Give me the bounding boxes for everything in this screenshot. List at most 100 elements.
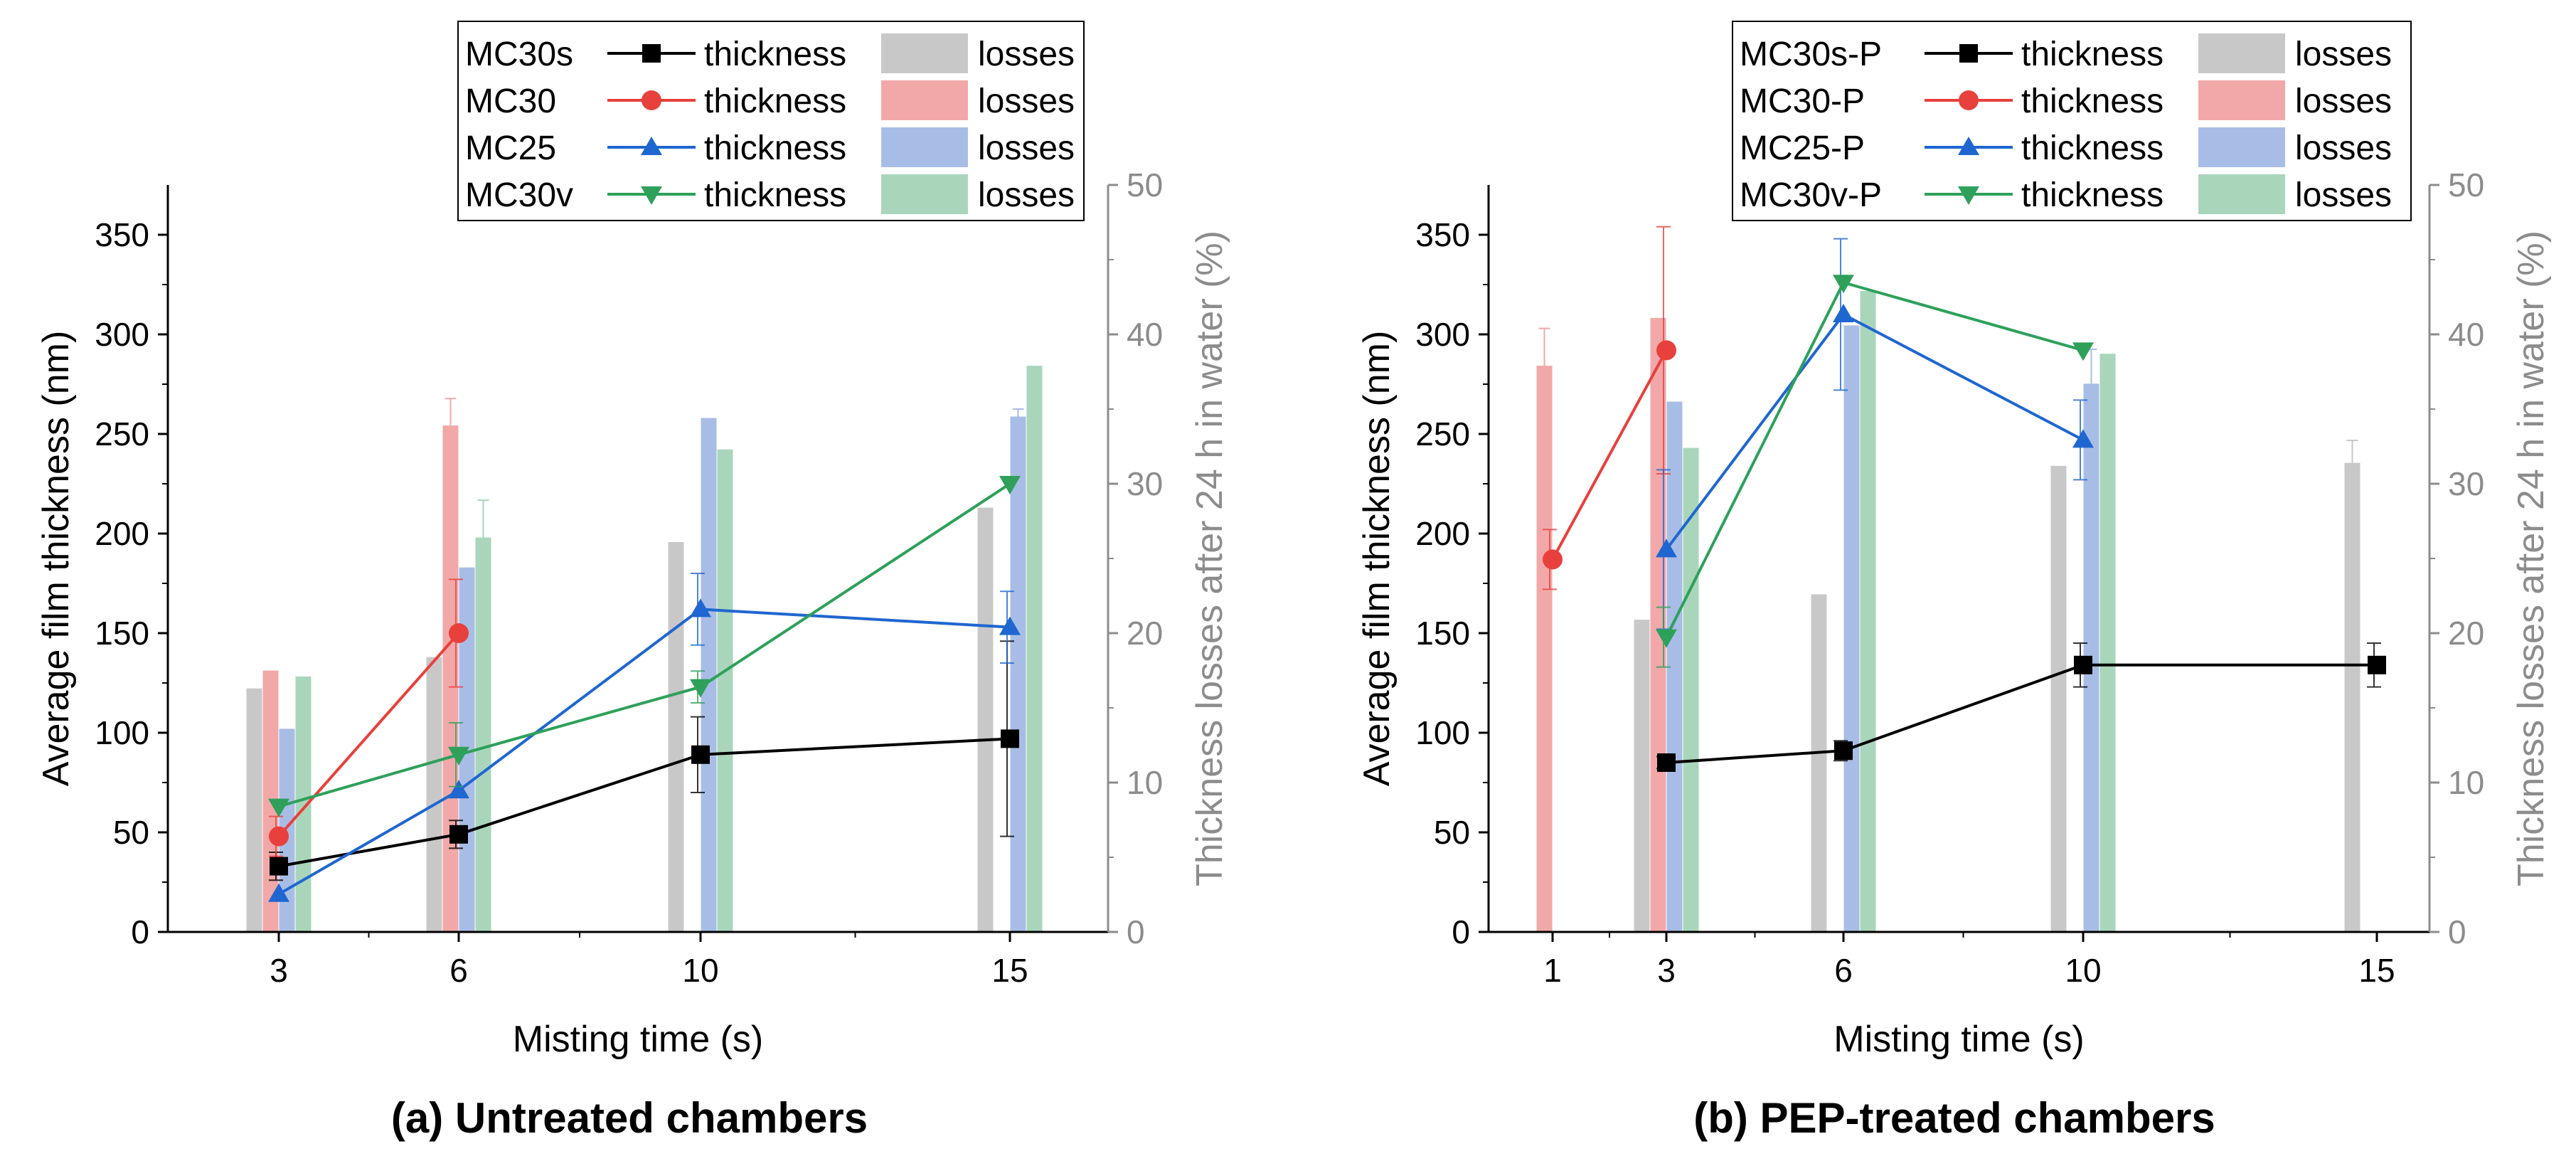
y-tick-label-0-350: 350 <box>95 216 149 253</box>
y-tick-label-0-250: 250 <box>95 415 149 452</box>
thickness-point-MC30v-P-10 <box>2072 342 2094 361</box>
y-tick-label-1-250: 250 <box>1415 415 1470 452</box>
thickness-point-MC25-6 <box>448 780 469 799</box>
thickness-point-MC30v-6 <box>448 746 469 765</box>
y-tick-label-1-300: 300 <box>1415 316 1470 353</box>
legend-marker-MC30-P <box>1959 90 1979 110</box>
chart-0: 0 50 100 150 200 250 300 350 0 10 20 30 40 50 3 6 10 15 Av… <box>36 21 1230 1142</box>
legend-losses-label-MC30v-P: losses <box>2295 176 2392 214</box>
legend-thickness-label-MC30v-P: thickness <box>2021 176 2163 214</box>
y-tick-label-0-0: 0 <box>131 913 149 950</box>
thickness-point-MC25-3 <box>268 883 289 902</box>
thickness-point-MC25-10 <box>690 598 711 618</box>
legend-thickness-label-MC30: thickness <box>704 83 846 120</box>
thickness-point-MC30v-10 <box>690 679 711 698</box>
losses-errorbar-MC25-15 <box>1012 408 1024 425</box>
thickness-line-MC30v <box>278 482 1011 808</box>
y-axis-title-0: Average film thickness (nm) <box>36 331 77 787</box>
losses-bar-MC30v-6 <box>475 537 491 932</box>
y2-tick-label-1-10: 10 <box>2448 764 2484 801</box>
y-tick-label-1-100: 100 <box>1415 714 1470 751</box>
losses-bar-MC25-10 <box>701 418 717 932</box>
thickness-line-MC30 <box>277 632 460 837</box>
thickness-point-MC30-P-1 <box>1543 549 1563 570</box>
chart-1: 0 50 100 150 200 250 300 350 0 10 20 30 40 50 1 3 6 10 15 A… <box>1356 21 2552 1142</box>
y-tick-label-1-350: 350 <box>1415 216 1470 253</box>
losses-bar-MC30-P-1 <box>1536 366 1553 932</box>
legend-name-MC30s: MC30s <box>465 36 573 73</box>
losses-bar-MC30v-P-10 <box>2099 354 2116 932</box>
losses-bar-MC30-P-3 <box>1650 317 1666 932</box>
legend-marker-MC30 <box>642 90 661 110</box>
losses-bar-MC30s-10 <box>668 541 684 932</box>
thickness-line-MC25 <box>278 608 1011 896</box>
y-tick-label-0-200: 200 <box>95 515 149 552</box>
legend-swatch-MC25 <box>881 127 968 167</box>
legend-name-MC30v-P: MC30v-P <box>1740 176 1882 214</box>
losses-bar-MC30s-P-10 <box>2050 465 2067 932</box>
losses-bar-MC30v-P-3 <box>1683 447 1699 932</box>
losses-bar-MC30s-P-15 <box>2344 462 2361 932</box>
losses-bar-MC30s-P-3 <box>1634 620 1650 932</box>
losses-bar-MC30s-3 <box>246 688 262 932</box>
legend-thickness-label-MC25-P: thickness <box>2021 129 2163 167</box>
legend-name-MC30: MC30 <box>465 83 556 120</box>
x-tick-label-1-1: 1 <box>1543 952 1562 989</box>
losses-bar-MC30v-10 <box>717 449 733 932</box>
thickness-point-MC30s-P-10 <box>2074 655 2092 674</box>
x-tick-label-0-6: 6 <box>449 952 468 989</box>
x-tick-label-0-15: 15 <box>991 952 1028 989</box>
legend-losses-label-MC30: losses <box>978 83 1075 120</box>
y-axis-title-1: Average film thickness (nm) <box>1356 331 1398 787</box>
thickness-point-MC30s-15 <box>1001 729 1019 748</box>
legend-name-MC30s-P: MC30s-P <box>1740 36 1882 73</box>
thickness-point-MC30-6 <box>449 623 469 643</box>
legend-swatch-MC30-P <box>2198 80 2285 120</box>
thickness-point-MC30v-15 <box>999 476 1021 494</box>
legend-marker-MC25-P <box>1958 137 1979 155</box>
losses-bar-MC30s-P-6 <box>1811 594 1827 932</box>
y-tick-label-1-50: 50 <box>1434 814 1470 851</box>
y2-tick-label-1-50: 50 <box>2448 166 2484 203</box>
legend-marker-MC25 <box>641 137 662 155</box>
losses-bar-MC30-6 <box>442 425 459 932</box>
x-tick-label-1-6: 6 <box>1834 952 1853 989</box>
legend-box-0 <box>457 21 1085 221</box>
legend-swatch-MC30s <box>881 33 968 73</box>
legend-name-MC30-P: MC30-P <box>1740 83 1865 120</box>
x-axis-title-0: Misting time (s) <box>513 1019 763 1060</box>
thickness-line-MC30s <box>278 737 1011 868</box>
legend-losses-label-MC25: losses <box>978 129 1075 167</box>
y2-tick-label-0-40: 40 <box>1127 316 1163 353</box>
x-tick-label-0-10: 10 <box>682 952 718 989</box>
legend-losses-label-MC30s-P: losses <box>2295 36 2392 73</box>
legend-losses-label-MC30v: losses <box>978 176 1075 214</box>
y-tick-label-1-150: 150 <box>1415 615 1470 652</box>
y2-tick-label-0-10: 10 <box>1127 764 1163 801</box>
y2-axis-title-1: Thickness losses after 24 h in water (%) <box>2511 230 2552 886</box>
y2-tick-label-1-40: 40 <box>2448 316 2484 353</box>
legend-name-MC30v: MC30v <box>465 176 573 214</box>
thickness-point-MC25-P-6 <box>1833 304 1854 322</box>
legend-swatch-MC25-P <box>2198 127 2285 167</box>
legend-swatch-MC30s-P <box>2198 33 2285 73</box>
losses-bar-MC30v-15 <box>1026 366 1043 932</box>
y-tick-label-0-100: 100 <box>95 714 149 751</box>
losses-bar-MC30v-3 <box>295 676 312 932</box>
losses-bar-MC25-P-6 <box>1843 325 1860 932</box>
x-tick-label-0-3: 3 <box>270 952 288 989</box>
legend-losses-label-MC25-P: losses <box>2295 129 2392 167</box>
y2-axis-title-0: Thickness losses after 24 h in water (%) <box>1189 230 1230 886</box>
x-tick-label-1-3: 3 <box>1657 952 1676 989</box>
losses-errorbar-MC30v-6 <box>477 499 489 576</box>
legend-swatch-MC30 <box>881 80 968 120</box>
thickness-point-MC25-P-3 <box>1656 539 1677 558</box>
y-tick-label-1-0: 0 <box>1452 913 1470 950</box>
y2-tick-label-0-30: 30 <box>1127 465 1163 502</box>
losses-bar-MC30s-15 <box>977 507 994 932</box>
losses-bar-MC30v-P-6 <box>1860 291 1876 933</box>
legend-swatch-MC30v-P <box>2198 174 2285 214</box>
y2-tick-label-0-20: 20 <box>1127 615 1163 652</box>
caption-1: (b) PEP-treated chambers <box>1693 1094 2215 1142</box>
legend-swatch-MC30v <box>881 174 968 214</box>
